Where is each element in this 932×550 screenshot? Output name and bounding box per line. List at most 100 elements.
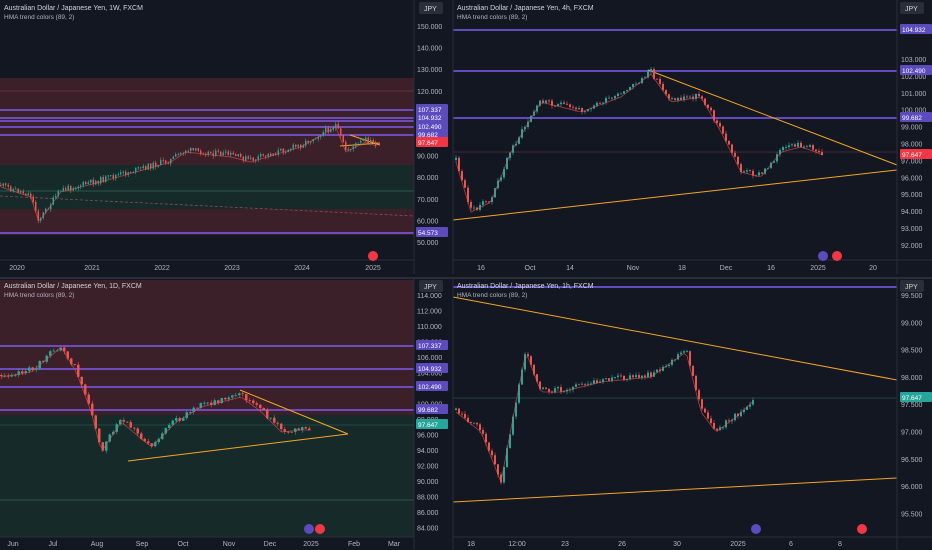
candle [35, 202, 37, 212]
candle [310, 141, 312, 143]
candle [160, 160, 162, 166]
price-tag[interactable] [416, 381, 448, 391]
candle [340, 128, 342, 136]
x-axis[interactable]: 2020 2021 2022 2023 2024 2025 [9, 265, 381, 272]
candle [566, 103, 568, 105]
candle [764, 168, 766, 174]
candle [740, 164, 742, 173]
y-tick-label: 95.500 [901, 511, 923, 518]
chart-panel-daily[interactable]: Australian Dollar / Japanese Yen, 1D, FX… [0, 277, 932, 550]
candle [716, 428, 718, 431]
price-tag[interactable] [416, 112, 448, 122]
price-tag[interactable] [900, 392, 932, 402]
candle [587, 383, 589, 385]
candle [650, 372, 652, 377]
currency-badge[interactable] [900, 280, 924, 292]
candle [95, 180, 97, 185]
chart-panel-4h[interactable]: Australian Dollar / Japanese Yen, 4h, FX… [452, 0, 932, 274]
event-icon[interactable] [315, 524, 325, 534]
candle [620, 93, 622, 95]
candle [115, 424, 118, 432]
candle [725, 420, 727, 428]
candle [215, 150, 217, 157]
x-tick-label: Dec [720, 265, 733, 272]
currency-badge[interactable] [419, 2, 443, 14]
price-tag[interactable] [416, 137, 448, 147]
price-tag-label: 99.682 [902, 115, 922, 122]
trend-line[interactable] [452, 477, 898, 503]
y-tick-label: 99.000 [901, 320, 923, 327]
candle [280, 423, 283, 430]
price-tag[interactable] [900, 149, 932, 159]
candle [231, 395, 234, 398]
event-icon[interactable] [751, 524, 761, 534]
trend-line[interactable] [127, 433, 349, 462]
supply-zone [0, 209, 414, 235]
price-tag[interactable] [416, 129, 448, 139]
candle [130, 172, 132, 174]
price-tag[interactable] [416, 404, 448, 414]
y-axis[interactable]: 99.500 99.000 98.500 98.000 97.500 97.000 96.5… [901, 293, 923, 518]
candle [497, 464, 499, 475]
trend-line[interactable] [239, 389, 349, 435]
event-icon[interactable] [832, 251, 842, 261]
price-tag[interactable] [416, 363, 448, 373]
trend-line[interactable] [647, 69, 898, 166]
hma-line [455, 73, 823, 213]
candle [352, 146, 354, 150]
event-icon[interactable] [857, 524, 867, 534]
x-tick-label: 6 [789, 541, 793, 548]
price-tag[interactable] [900, 24, 932, 34]
event-icon[interactable] [304, 524, 314, 534]
candle [698, 93, 700, 97]
candle [125, 171, 127, 175]
price-tag[interactable] [416, 419, 448, 429]
candle [372, 140, 374, 143]
candle [512, 416, 514, 435]
x-tick-label: 18 [467, 541, 475, 548]
x-tick-label: 14 [566, 265, 574, 272]
candle [28, 367, 31, 372]
price-tag[interactable] [900, 65, 932, 75]
candle [232, 152, 234, 155]
candle [461, 171, 463, 181]
candle [602, 102, 604, 104]
x-axis[interactable]: Jun Jul Aug Sep Oct Nov Dec 2025 Feb Mar [7, 541, 400, 548]
candle [330, 129, 332, 133]
candle [31, 367, 34, 370]
candle [189, 411, 192, 413]
trend-line[interactable] [452, 169, 898, 221]
x-axis[interactable]: 18 12:00 23 26 30 2025 6 8 [467, 541, 842, 548]
price-tag[interactable] [416, 121, 448, 131]
currency-badge[interactable] [900, 2, 924, 14]
trend-line[interactable] [452, 296, 898, 381]
candle [647, 71, 649, 78]
candle [809, 145, 811, 147]
currency-badge[interactable] [419, 280, 443, 292]
candle [342, 135, 344, 142]
x-axis[interactable]: 16 Oct 14 Nov 18 Dec 16 2025 20 [477, 265, 877, 272]
candle [127, 172, 129, 175]
y-axis[interactable]: 103.000 102.000 101.000 100.000 99.000 98.000… [901, 57, 926, 250]
event-icon[interactable] [818, 251, 828, 261]
price-tag[interactable] [416, 104, 448, 114]
candle [617, 93, 619, 97]
candle [734, 413, 736, 421]
chart-title: Australian Dollar / Japanese Yen, 4h, FX… [457, 5, 594, 12]
candle [761, 172, 763, 174]
event-icon[interactable] [368, 251, 378, 261]
candle [301, 427, 304, 430]
candle [518, 137, 520, 144]
price-tag[interactable] [900, 112, 932, 122]
candles-series [455, 349, 754, 485]
candle [307, 140, 309, 143]
candle [52, 197, 54, 205]
chart-panel-weekly[interactable]: Australian Dollar / Japanese Yen, 1W, FX… [0, 0, 448, 274]
candle [234, 395, 237, 396]
chart-panel-1h[interactable]: Australian Dollar / Japanese Yen, 1h, FX… [452, 278, 932, 550]
candle [202, 154, 204, 155]
price-tag[interactable] [416, 227, 448, 237]
price-tag[interactable] [416, 340, 448, 350]
candle [117, 174, 119, 176]
hma-line [1, 346, 310, 451]
